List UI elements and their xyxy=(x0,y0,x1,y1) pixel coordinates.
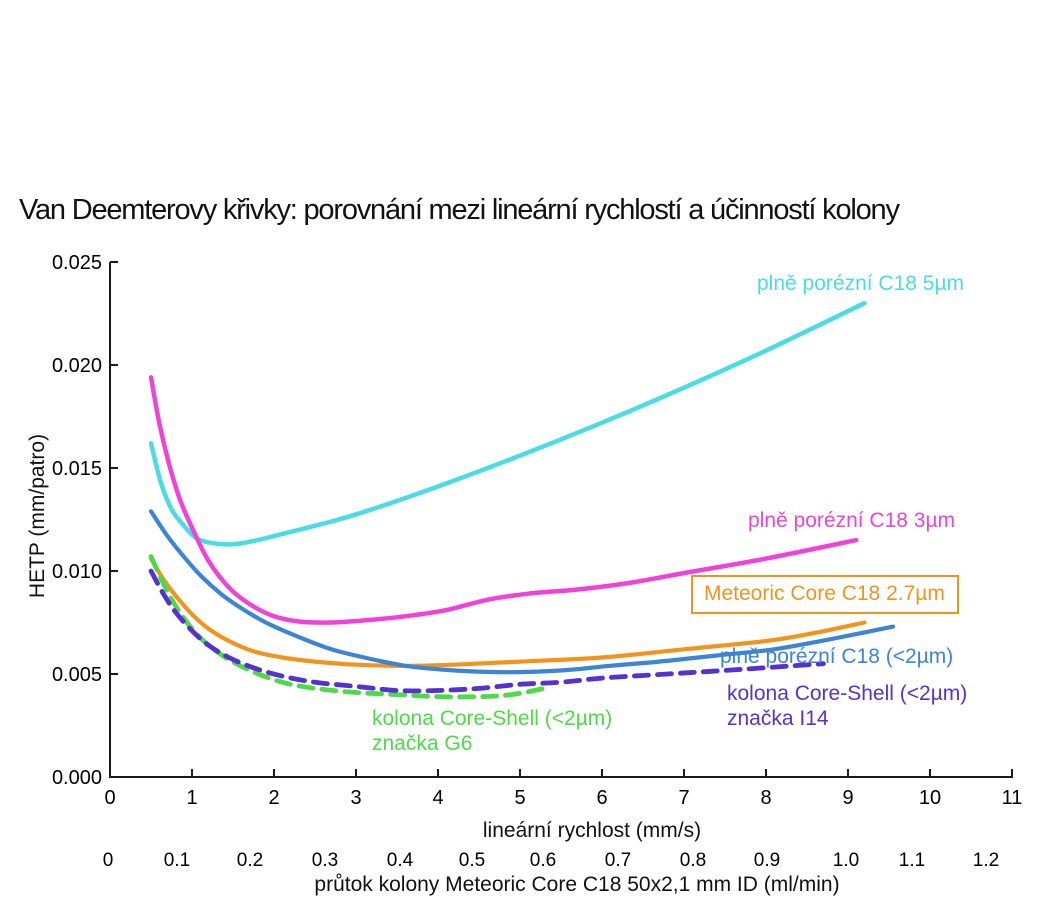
x-tick-label: 1 xyxy=(186,787,197,809)
x2-axis-label: průtok kolony Meteoric Core C18 50x2,1 m… xyxy=(314,873,840,896)
x2-tick-label: 0.7 xyxy=(605,850,631,871)
x2-tick-label: 0.4 xyxy=(387,850,414,871)
y-tick-label: 0.020 xyxy=(52,355,102,377)
curve-pp3 xyxy=(148,375,859,625)
y-tick-label: 0.010 xyxy=(52,561,102,583)
curve-pp2 xyxy=(148,509,896,675)
x-tick-label: 7 xyxy=(678,787,689,809)
curve-pp5 xyxy=(148,300,867,547)
x-tick-label: 11 xyxy=(1002,787,1023,809)
x-tick-label: 6 xyxy=(596,787,607,809)
x-tick-label: 10 xyxy=(919,787,941,809)
curve-i14 xyxy=(148,568,826,694)
x2-tick-label: 0.5 xyxy=(459,850,485,871)
x2-tick-label: 0.6 xyxy=(530,850,556,871)
x-axis-label: lineární rychlost (mm/s) xyxy=(482,819,702,842)
x-tick-label: 0 xyxy=(104,787,115,809)
x-tick-label: 5 xyxy=(514,787,525,809)
x-tick-label: 8 xyxy=(760,787,771,809)
y-tick-label: 0.000 xyxy=(52,767,102,789)
x2-tick-label: 0.1 xyxy=(164,850,190,871)
x2-tick-label: 0.8 xyxy=(680,850,706,871)
y-tick-label: 0.005 xyxy=(52,664,102,686)
x2-tick-label: 0.3 xyxy=(312,850,338,871)
x2-tick-label: 0.9 xyxy=(754,850,780,871)
y-tick-label: 0.025 xyxy=(52,252,102,274)
curve-core27 xyxy=(148,556,867,668)
x-tick-label: 2 xyxy=(268,787,279,809)
x2-tick-label: 0.2 xyxy=(237,850,263,871)
x2-tick-label: 1.2 xyxy=(973,850,999,871)
x2-tick-label: 0 xyxy=(103,850,114,871)
chart-title: Van Deemterovy křivky: porovnání mezi li… xyxy=(19,194,900,226)
x2-tick-label: 1.1 xyxy=(899,850,925,871)
y-axis-label: HETP (mm/patro) xyxy=(26,433,49,599)
x2-tick-label: 1.0 xyxy=(833,850,859,871)
x-tick-label: 4 xyxy=(432,787,443,809)
curve-g6 xyxy=(148,554,547,700)
y-tick-label: 0.015 xyxy=(52,458,102,480)
x-tick-label: 3 xyxy=(350,787,361,809)
axes-frame xyxy=(109,262,1013,778)
x-tick-label: 9 xyxy=(842,787,853,809)
